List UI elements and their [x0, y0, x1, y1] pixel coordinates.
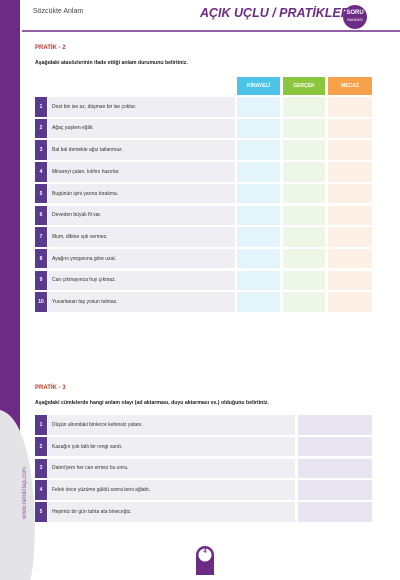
column-header: KİNAYELİ	[237, 77, 280, 95]
answer-cell	[283, 270, 325, 291]
badge-top: SORU	[346, 10, 364, 16]
column-header: MECAZ	[328, 77, 372, 95]
row-text: Yuvarlanan taş yosun tutmaz.	[48, 292, 235, 312]
answer-cell	[237, 97, 280, 117]
row-number: 5	[35, 502, 47, 522]
row-number: 3	[35, 458, 47, 479]
answer-cell	[298, 502, 372, 522]
answer-cell	[328, 248, 372, 269]
badge-bottom: BANKASI	[347, 18, 363, 22]
row-number: 8	[35, 248, 47, 269]
section-name: Sözcükte Anlam	[33, 8, 84, 15]
answer-cell	[328, 140, 372, 160]
answer-cell	[237, 270, 280, 291]
answer-cell	[237, 183, 280, 204]
row-number: 10	[35, 292, 47, 312]
row-text: Ayağını yorganına göre uzat.	[48, 248, 235, 269]
row-text: Minareyi çalan, kılıfını hazırlar.	[48, 162, 235, 182]
answer-cell	[328, 205, 372, 225]
row-number: 5	[35, 183, 47, 204]
row-text: Daimi'yem her can ermez bu sırra.	[48, 458, 295, 479]
row-text: Bal bal demekle ağız tatlanmaz.	[48, 140, 235, 160]
row-number: 6	[35, 205, 47, 225]
row-text: Mum, dibine ışık vermez.	[48, 227, 235, 247]
section-title: PRATİK - 2	[35, 45, 66, 51]
instruction: Aşağıdaki cümlelerde hangi anlam olayı (…	[35, 400, 269, 406]
answer-cell	[283, 227, 325, 247]
column-header: GERÇEK	[283, 77, 325, 95]
side-url: www.netokitap.com	[22, 467, 28, 519]
answer-cell	[328, 97, 372, 117]
row-text: Bugünün işini yarına bırakma.	[48, 183, 235, 204]
answer-cell	[237, 118, 280, 139]
answer-cell	[328, 227, 372, 247]
answer-cell	[237, 227, 280, 247]
page-number: 4	[203, 549, 207, 555]
answer-cell	[283, 140, 325, 160]
row-text: Düşün alnındaki binlerce kefensiz yatanı…	[48, 415, 295, 435]
row-number: 1	[35, 97, 47, 117]
answer-cell	[328, 118, 372, 139]
answer-cell	[328, 162, 372, 182]
answer-cell	[237, 162, 280, 182]
row-text: Hepimiz bir gün tahta ata bineceğiz.	[48, 502, 295, 522]
answer-cell	[283, 205, 325, 225]
answer-cell	[283, 118, 325, 139]
row-number: 2	[35, 436, 47, 457]
row-text: Ağaç yaşken eğilir.	[48, 118, 235, 139]
row-text: Kazağın çok tatlı bir rengi vardı.	[48, 436, 295, 457]
answer-cell	[298, 480, 372, 500]
page-title: AÇIK UÇLU / PRATİKLER	[200, 6, 350, 20]
row-number: 9	[35, 270, 47, 291]
answer-cell	[283, 162, 325, 182]
answer-cell	[283, 183, 325, 204]
row-number: 7	[35, 227, 47, 247]
row-text: Dost bin ise az, düşman bir ise çoktur.	[48, 97, 235, 117]
row-text: Felek önce yüzüme güldü sonra beni ağlat…	[48, 480, 295, 500]
answer-cell	[283, 292, 325, 312]
answer-cell	[298, 415, 372, 435]
row-text: Can çıkmayınca huy çıkmaz.	[48, 270, 235, 291]
answer-cell	[328, 183, 372, 204]
answer-cell	[328, 270, 372, 291]
answer-cell	[283, 248, 325, 269]
row-number: 4	[35, 162, 47, 182]
answer-cell	[283, 97, 325, 117]
answer-cell	[298, 458, 372, 479]
answer-cell	[237, 140, 280, 160]
answer-cell	[237, 205, 280, 225]
answer-cell	[328, 292, 372, 312]
instruction: Aşağıdaki atasözlerinin ifade ettiği anl…	[35, 60, 188, 66]
answer-cell	[298, 436, 372, 457]
row-text: Deveden büyük fil var.	[48, 205, 235, 225]
row-number: 1	[35, 415, 47, 435]
row-number: 3	[35, 140, 47, 160]
section-title: PRATİK - 3	[35, 385, 66, 391]
row-number: 4	[35, 480, 47, 500]
answer-cell	[237, 248, 280, 269]
answer-cell	[237, 292, 280, 312]
row-number: 2	[35, 118, 47, 139]
